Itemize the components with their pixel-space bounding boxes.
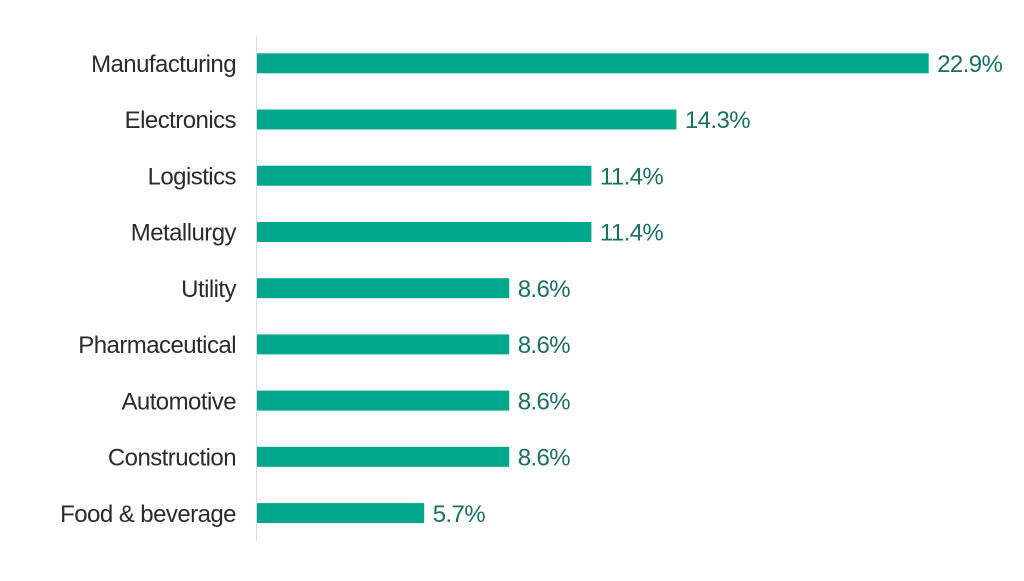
svg-text:Utility: Utility: [181, 276, 236, 303]
svg-text:22.9%: 22.9%: [937, 51, 1002, 78]
svg-text:Manufacturing: Manufacturing: [91, 51, 236, 78]
svg-text:8.6%: 8.6%: [518, 332, 571, 359]
svg-text:Automotive: Automotive: [121, 388, 236, 415]
svg-text:Metallurgy: Metallurgy: [131, 220, 237, 247]
svg-text:8.6%: 8.6%: [518, 276, 571, 303]
svg-text:Pharmaceutical: Pharmaceutical: [78, 332, 236, 359]
svg-text:Food & beverage: Food & beverage: [60, 501, 236, 528]
svg-text:Construction: Construction: [108, 445, 236, 472]
svg-text:Electronics: Electronics: [125, 107, 237, 134]
svg-text:5.7%: 5.7%: [433, 501, 486, 528]
svg-text:8.6%: 8.6%: [518, 388, 571, 415]
svg-text:11.4%: 11.4%: [600, 163, 664, 190]
svg-text:Logistics: Logistics: [148, 163, 237, 190]
svg-text:11.4%: 11.4%: [600, 220, 664, 247]
svg-text:14.3%: 14.3%: [685, 107, 750, 134]
svg-text:8.6%: 8.6%: [518, 445, 571, 472]
